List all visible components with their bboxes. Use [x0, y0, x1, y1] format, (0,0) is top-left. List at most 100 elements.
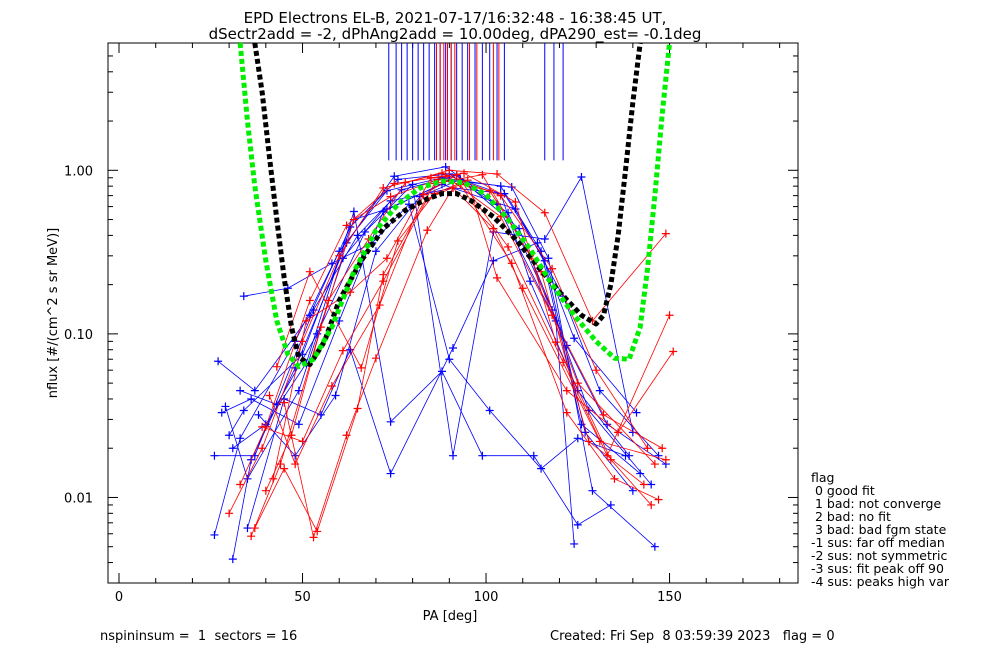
legend-item: 2 bad: no fit — [811, 509, 891, 524]
data-point-marker — [562, 408, 571, 417]
data-point-marker — [236, 386, 245, 395]
fit-curve — [252, 42, 643, 367]
data-point-marker — [603, 451, 612, 460]
data-point-marker — [269, 474, 278, 483]
data-point-marker — [254, 410, 263, 419]
data-point-marker — [280, 464, 289, 473]
data-point-marker — [236, 480, 245, 489]
data-point-marker — [390, 172, 399, 181]
data-point-marker — [386, 469, 395, 478]
data-point-marker — [228, 444, 237, 453]
data-trace — [265, 169, 667, 491]
y-tick-label: 0.01 — [64, 491, 93, 506]
data-point-marker — [276, 460, 285, 469]
x-axis: 0 50 100 150 — [115, 43, 781, 605]
data-trace — [232, 166, 575, 560]
data-point-marker — [349, 207, 358, 216]
data-point-marker — [489, 224, 498, 233]
data-point-marker — [570, 334, 579, 343]
data-trace — [221, 179, 656, 548]
data-point-marker — [243, 524, 252, 533]
data-point-marker — [313, 527, 322, 536]
data-point-marker — [214, 357, 223, 366]
data-trace — [232, 211, 612, 526]
data-point-marker — [360, 227, 369, 236]
data-point-marker — [393, 236, 402, 245]
data-point-marker — [313, 329, 322, 338]
data-point-marker — [595, 386, 604, 395]
data-point-marker — [573, 434, 582, 443]
data-point-marker — [426, 173, 435, 182]
data-point-marker — [371, 354, 380, 363]
data-trace — [250, 178, 645, 537]
x-tick-label: 50 — [294, 590, 311, 605]
chart-subtitle: dSectr2add = -2, dPhAng2add = 10.00deg, … — [209, 25, 702, 44]
legend-item: -2 sus: not symmetric — [811, 548, 947, 563]
data-point-marker — [544, 254, 553, 263]
y-tick-label: 1.00 — [64, 164, 93, 179]
data-point-marker — [573, 520, 582, 529]
data-point-marker — [401, 178, 410, 187]
data-point-marker — [258, 444, 267, 453]
data-point-marker — [250, 524, 259, 533]
data-trace — [239, 175, 634, 456]
data-point-marker — [309, 533, 318, 542]
y-tick-label: 0.10 — [64, 328, 93, 343]
data-point-marker — [327, 259, 336, 268]
plot-frame — [107, 42, 799, 584]
legend-item: 3 bad: bad fgm state — [811, 522, 947, 537]
data-point-marker — [460, 169, 469, 178]
legend-item: 0 good fit — [811, 483, 875, 498]
data-point-marker — [298, 437, 307, 446]
data-point-marker — [225, 509, 234, 518]
data-point-marker — [272, 400, 281, 409]
data-point-marker — [349, 215, 358, 224]
data-point-marker — [221, 402, 230, 411]
data-point-marker — [599, 410, 608, 419]
data-point-marker — [650, 542, 659, 551]
data-point-marker — [669, 347, 678, 356]
y-axis-label: nflux [#/(cm^2 s sr MeV)] — [46, 228, 61, 398]
data-point-marker — [210, 451, 219, 460]
data-point-marker — [305, 296, 314, 305]
data-point-marker — [331, 391, 340, 400]
data-point-marker — [518, 284, 527, 293]
data-point-marker — [449, 451, 457, 460]
data-point-marker — [228, 555, 237, 564]
data-point-marker — [628, 486, 637, 495]
data-point-marker — [628, 428, 637, 437]
data-trace — [269, 174, 670, 466]
data-point-marker — [485, 186, 494, 195]
data-point-marker — [661, 455, 670, 464]
data-point-marker — [294, 420, 303, 429]
data-point-marker — [650, 460, 659, 469]
data-point-marker — [342, 221, 351, 230]
legend-title: flag — [811, 470, 834, 485]
data-point-marker — [551, 338, 560, 347]
plot-area — [210, 42, 678, 564]
data-point-marker — [441, 162, 450, 171]
x-axis-label: PA [deg] — [423, 609, 478, 624]
data-point-marker — [236, 434, 245, 443]
data-point-marker — [478, 451, 487, 460]
data-point-marker — [379, 183, 388, 192]
data-point-marker — [540, 235, 549, 244]
x-tick-label: 150 — [657, 590, 682, 605]
data-trace — [283, 187, 666, 539]
footer-left: nspininsum = 1 sectors = 16 — [100, 629, 297, 644]
data-point-marker — [647, 500, 656, 509]
legend-item: -3 sus: fit peak off 90 — [811, 561, 944, 576]
data-point-marker — [225, 431, 234, 440]
data-point-marker — [562, 341, 571, 350]
data-trace — [239, 175, 663, 485]
data-point-marker — [357, 363, 366, 372]
data-point-marker — [371, 247, 380, 256]
data-point-marker — [217, 408, 226, 417]
data-point-marker — [302, 316, 311, 325]
data-point-marker — [548, 264, 557, 273]
data-point-marker — [327, 382, 336, 391]
data-point-marker — [632, 408, 641, 417]
data-point-marker — [504, 242, 513, 251]
data-point-marker — [493, 273, 502, 282]
